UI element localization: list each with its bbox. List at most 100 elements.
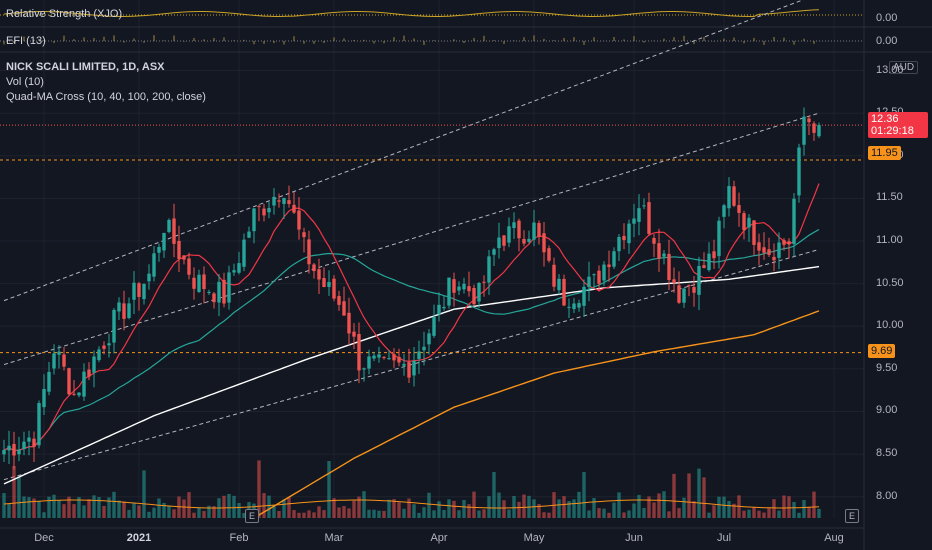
- volume-bar: [307, 510, 311, 518]
- earnings-badge[interactable]: E: [245, 509, 259, 523]
- volume-bar: [612, 502, 616, 518]
- candle-body: [42, 388, 46, 408]
- candle-body: [752, 220, 756, 245]
- candle-body: [127, 303, 131, 318]
- volume-bar: [267, 495, 271, 518]
- efi-legend[interactable]: EFI (13): [6, 35, 46, 47]
- ma-legend[interactable]: Quad-MA Cross (10, 40, 100, 200, close): [6, 91, 206, 103]
- moving-average-lines: [3, 183, 820, 519]
- volume-bar: [362, 491, 366, 518]
- volume-bar: [317, 506, 321, 518]
- candle-body: [712, 251, 716, 259]
- volume-bar: [397, 502, 401, 518]
- volume-bar: [37, 501, 41, 518]
- volume-bar: [352, 500, 356, 518]
- candle-body: [272, 196, 276, 206]
- volume-bar: [592, 498, 596, 518]
- candle-body: [442, 307, 446, 309]
- candle-body: [637, 208, 641, 222]
- candle-body: [807, 118, 811, 123]
- candle-body: [522, 238, 526, 244]
- candle-body: [392, 354, 396, 361]
- last-price-tag: 12.36 01:29:18: [868, 112, 928, 138]
- volume-bar: [602, 508, 606, 518]
- symbol-title[interactable]: NICK SCALI LIMITED, 1D, ASX: [6, 61, 165, 73]
- volume-bar: [257, 460, 261, 518]
- rsi-legend[interactable]: Relative Strength (XJO): [6, 8, 123, 20]
- candle-body: [447, 277, 451, 306]
- candle-body: [37, 403, 41, 446]
- volume-bar: [642, 508, 646, 518]
- volume-bar: [162, 502, 166, 518]
- candle-body: [557, 278, 561, 291]
- currency-label[interactable]: AUD: [889, 61, 919, 74]
- price-tick-label: 9.00: [876, 404, 898, 417]
- volume-bar: [532, 499, 536, 518]
- volume-bar: [92, 495, 96, 518]
- volume-bar: [632, 503, 636, 518]
- volume-bar: [47, 496, 51, 518]
- candle-body: [347, 312, 351, 334]
- candle-body: [792, 198, 796, 245]
- volume-bar: [67, 496, 71, 518]
- volume-bar: [537, 503, 541, 518]
- candle-body: [187, 258, 191, 275]
- volume-bar: [2, 493, 6, 518]
- candle-body: [207, 291, 211, 293]
- candle-body: [372, 355, 376, 359]
- volume-bar: [72, 504, 76, 518]
- volume-bar: [772, 499, 776, 518]
- level-tag-lower: 9.69: [868, 344, 896, 358]
- candle-body: [452, 279, 456, 293]
- candle-body: [2, 450, 6, 455]
- price-tick-label: 10.00: [876, 319, 904, 332]
- earnings-badge-right[interactable]: E: [845, 509, 859, 523]
- candle-body: [172, 218, 176, 244]
- volume-bar: [787, 496, 791, 518]
- candle-body: [302, 232, 306, 238]
- candle-body: [117, 302, 121, 312]
- volume-bar: [547, 512, 551, 518]
- volume-bar: [12, 466, 16, 518]
- candle-body: [157, 246, 161, 253]
- volume-bar: [147, 511, 151, 518]
- candle-body: [682, 288, 686, 303]
- candle-body: [657, 243, 661, 259]
- volume-bar: [382, 510, 386, 518]
- candle-body: [757, 242, 761, 251]
- volume-bar: [662, 491, 666, 518]
- price-tick-label: 11.00: [876, 233, 903, 246]
- candle-body: [602, 264, 606, 281]
- volume-bar: [417, 512, 421, 518]
- volume-bar: [87, 499, 91, 518]
- candle-body: [267, 208, 271, 213]
- candle-body: [262, 208, 266, 216]
- candle-body: [77, 392, 81, 396]
- candle-body: [457, 286, 461, 291]
- volume-bar: [522, 494, 526, 518]
- candle-body: [12, 444, 16, 456]
- volume-bar: [372, 509, 376, 518]
- volume-bar: [482, 509, 486, 518]
- volume-legend[interactable]: Vol (10): [6, 76, 44, 88]
- candle-body: [567, 306, 571, 308]
- volume-bar: [697, 468, 701, 518]
- volume-bar: [337, 507, 341, 518]
- volume-bar: [342, 506, 346, 518]
- volume-bar: [512, 496, 516, 518]
- volume-bar: [562, 496, 566, 518]
- candle-body: [622, 235, 626, 241]
- candle-body: [687, 285, 691, 287]
- candle-body: [667, 253, 671, 280]
- candle-body: [227, 272, 231, 303]
- volume-bar: [182, 499, 186, 518]
- candle-body: [647, 202, 651, 234]
- candle-body: [317, 269, 321, 280]
- candle-body: [642, 205, 646, 207]
- candle-body: [482, 281, 486, 283]
- candle-body: [487, 256, 491, 283]
- candle-body: [737, 205, 741, 213]
- volume-bar: [82, 505, 86, 518]
- candle-body: [572, 303, 576, 310]
